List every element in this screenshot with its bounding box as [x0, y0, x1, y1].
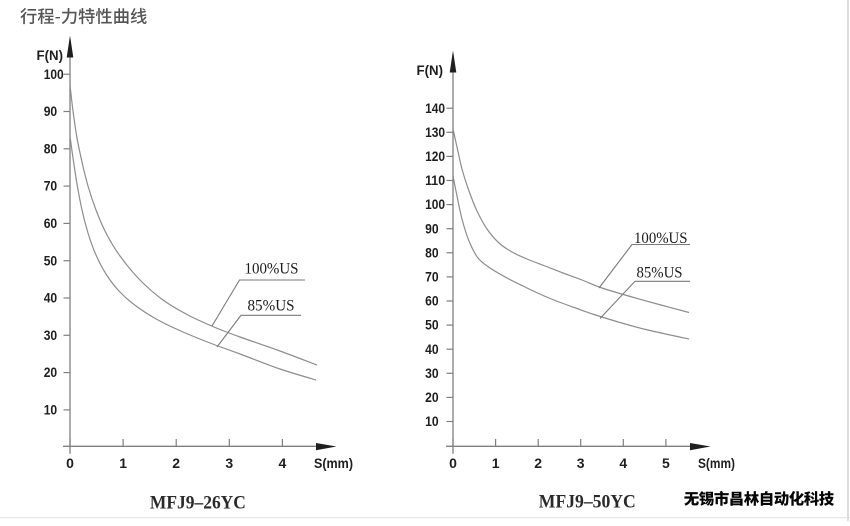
svg-text:110: 110 — [425, 172, 445, 188]
svg-text:85%US: 85%US — [637, 265, 683, 282]
svg-text:0: 0 — [66, 455, 74, 471]
svg-text:50: 50 — [44, 252, 58, 268]
svg-text:50: 50 — [425, 317, 439, 333]
svg-text:MFJ9–50YC: MFJ9–50YC — [539, 492, 636, 513]
svg-text:30: 30 — [425, 365, 439, 381]
svg-text:90: 90 — [425, 220, 439, 236]
svg-text:130: 130 — [425, 124, 445, 140]
svg-text:3: 3 — [577, 455, 585, 471]
svg-text:F(N): F(N) — [37, 47, 64, 63]
svg-text:1: 1 — [119, 455, 127, 471]
svg-text:20: 20 — [425, 389, 439, 405]
svg-text:5: 5 — [662, 455, 670, 471]
svg-text:3: 3 — [225, 455, 233, 471]
svg-text:90: 90 — [44, 103, 58, 119]
svg-text:100: 100 — [425, 196, 445, 212]
svg-text:S(mm): S(mm) — [314, 455, 353, 471]
svg-text:10: 10 — [44, 402, 58, 418]
svg-text:30: 30 — [44, 327, 58, 343]
svg-text:10: 10 — [425, 413, 439, 429]
svg-text:1: 1 — [492, 455, 500, 471]
svg-text:S(mm): S(mm) — [698, 455, 735, 471]
svg-text:100%US: 100%US — [634, 230, 688, 247]
svg-text:140: 140 — [425, 100, 445, 116]
svg-text:2: 2 — [172, 455, 180, 471]
svg-text:70: 70 — [425, 269, 439, 285]
svg-text:80: 80 — [425, 244, 439, 260]
svg-text:MFJ9–26YC: MFJ9–26YC — [150, 492, 246, 513]
svg-text:80: 80 — [44, 140, 58, 156]
svg-text:60: 60 — [425, 293, 439, 309]
svg-text:100: 100 — [44, 66, 64, 82]
svg-text:100%US: 100%US — [245, 261, 299, 278]
svg-text:40: 40 — [425, 341, 439, 357]
svg-text:0: 0 — [449, 455, 457, 471]
svg-text:F(N): F(N) — [417, 62, 444, 78]
svg-text:4: 4 — [619, 455, 627, 471]
svg-text:2: 2 — [534, 455, 542, 471]
svg-text:85%US: 85%US — [248, 298, 295, 315]
svg-text:20: 20 — [44, 364, 58, 380]
svg-text:120: 120 — [425, 148, 445, 164]
svg-text:60: 60 — [44, 215, 58, 231]
svg-text:70: 70 — [44, 178, 58, 194]
svg-text:4: 4 — [279, 455, 287, 471]
svg-text:40: 40 — [44, 290, 58, 306]
